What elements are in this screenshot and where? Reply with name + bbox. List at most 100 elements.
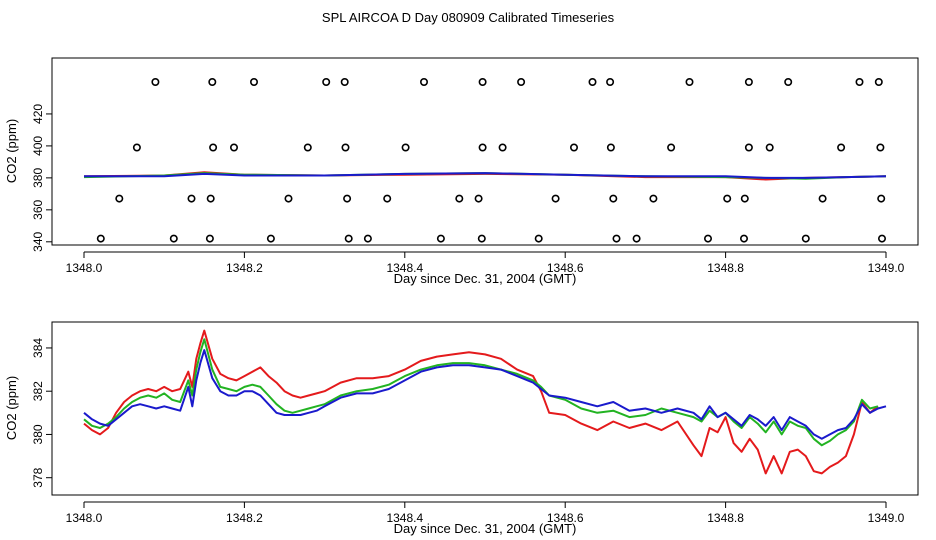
scatter-point [667, 143, 676, 152]
x-tick-label: 1348.6 [547, 511, 584, 525]
scatter-point [455, 194, 464, 203]
scatter-point [477, 234, 486, 243]
scatter-point [874, 78, 883, 87]
x-tick-label: 1348.6 [547, 261, 584, 275]
scatter-point [534, 234, 543, 243]
scatter-point [344, 234, 353, 243]
x-tick-label: 1348.0 [66, 511, 103, 525]
y-tick-label: 360 [31, 200, 45, 220]
scatter-point [266, 234, 275, 243]
scatter-point [609, 194, 618, 203]
scatter-point [739, 234, 748, 243]
x-tick-label: 1349.0 [868, 511, 905, 525]
y-tick-label: 340 [31, 231, 45, 251]
scatter-point [877, 194, 886, 203]
scatter-point [612, 234, 621, 243]
xlabel-top: Day since Dec. 31, 2004 (GMT) [394, 271, 577, 286]
scatter-point [151, 78, 160, 87]
yaxis-bottom: 378 380 382 384 [31, 338, 53, 488]
scatter-point [740, 194, 749, 203]
x-tick-label: 1348.2 [226, 261, 263, 275]
y-tick-label: 380 [31, 424, 45, 444]
scatter-point [169, 234, 178, 243]
scatter-point [703, 234, 712, 243]
y-tick-label: 400 [31, 136, 45, 156]
series-top [83, 171, 887, 181]
series-line-blue [84, 172, 887, 179]
scatter-point [187, 194, 196, 203]
scatter-point [206, 194, 215, 203]
scatter-point [230, 143, 239, 152]
x-tick-label: 1348.8 [707, 261, 744, 275]
scatter-point [205, 234, 214, 243]
scatter-point [606, 143, 615, 152]
scatter-point [569, 143, 578, 152]
scatter-point [96, 234, 105, 243]
scatter-point [801, 234, 810, 243]
plot-frame-top [51, 57, 919, 246]
y-tick-label: 380 [31, 168, 45, 188]
series-line-red [83, 329, 879, 475]
xaxis-top: 1348.0 1348.2 1348.4 1348.6 1348.8 1349.0 [66, 251, 905, 275]
scatter-point [250, 78, 259, 87]
scatter-point [322, 78, 331, 87]
scatter-point [436, 234, 445, 243]
scatter-point [208, 78, 217, 87]
scatter-top [96, 78, 886, 243]
scatter-point [606, 78, 615, 87]
scatter-point [115, 194, 124, 203]
scatter-point [588, 78, 597, 87]
scatter-point [855, 78, 864, 87]
scatter-point [723, 194, 732, 203]
y-tick-label: 382 [31, 381, 45, 401]
scatter-point [744, 78, 753, 87]
scatter-point [478, 78, 487, 87]
panel-top: 1348.0 1348.2 1348.4 1348.6 1348.8 1349.0 340… [4, 57, 919, 286]
scatter-point [876, 143, 885, 152]
scatter-point [551, 194, 560, 203]
scatter-point [209, 143, 218, 152]
scatter-point [632, 234, 641, 243]
ylabel-top: CO2 (ppm) [4, 119, 19, 183]
scatter-point [363, 234, 372, 243]
xaxis-bottom: 1348.0 1348.2 1348.4 1348.6 1348.8 1349.0 [66, 501, 905, 525]
scatter-point [341, 143, 350, 152]
scatter-point [303, 143, 312, 152]
series-bottom [83, 329, 887, 475]
yaxis-top: 340 360 380 400 420 [31, 104, 53, 252]
x-tick-label: 1348.8 [707, 511, 744, 525]
series-line-blue [83, 349, 887, 440]
chart-title: SPL AIRCOA D Day 080909 Calibrated Times… [322, 10, 615, 25]
scatter-point [517, 78, 526, 87]
x-tick-label: 1349.0 [868, 261, 905, 275]
scatter-point [383, 194, 392, 203]
x-tick-label: 1348.2 [226, 511, 263, 525]
x-tick-label: 1348.4 [386, 511, 423, 525]
scatter-point [498, 143, 507, 152]
series-line-green [83, 338, 879, 447]
scatter-point [340, 78, 349, 87]
scatter-point [818, 194, 827, 203]
x-tick-label: 1348.4 [386, 261, 423, 275]
scatter-point [765, 143, 774, 152]
y-tick-label: 384 [31, 338, 45, 358]
y-tick-label: 378 [31, 467, 45, 487]
scatter-point [132, 143, 141, 152]
scatter-point [474, 194, 483, 203]
scatter-point [837, 143, 846, 152]
x-tick-label: 1348.0 [66, 261, 103, 275]
scatter-point [284, 194, 293, 203]
scatter-point [877, 234, 886, 243]
scatter-point [343, 194, 352, 203]
scatter-point [401, 143, 410, 152]
scatter-point [744, 143, 753, 152]
scatter-point [419, 78, 428, 87]
scatter-point [784, 78, 793, 87]
scatter-point [685, 78, 694, 87]
panel-bottom: 1348.0 1348.2 1348.4 1348.6 1348.8 1349.0 378… [4, 321, 919, 536]
scatter-point [478, 143, 487, 152]
ylabel-bottom: CO2 (ppm) [4, 376, 19, 440]
xlabel-bottom: Day since Dec. 31, 2004 (GMT) [394, 521, 577, 536]
y-tick-label: 420 [31, 104, 45, 124]
